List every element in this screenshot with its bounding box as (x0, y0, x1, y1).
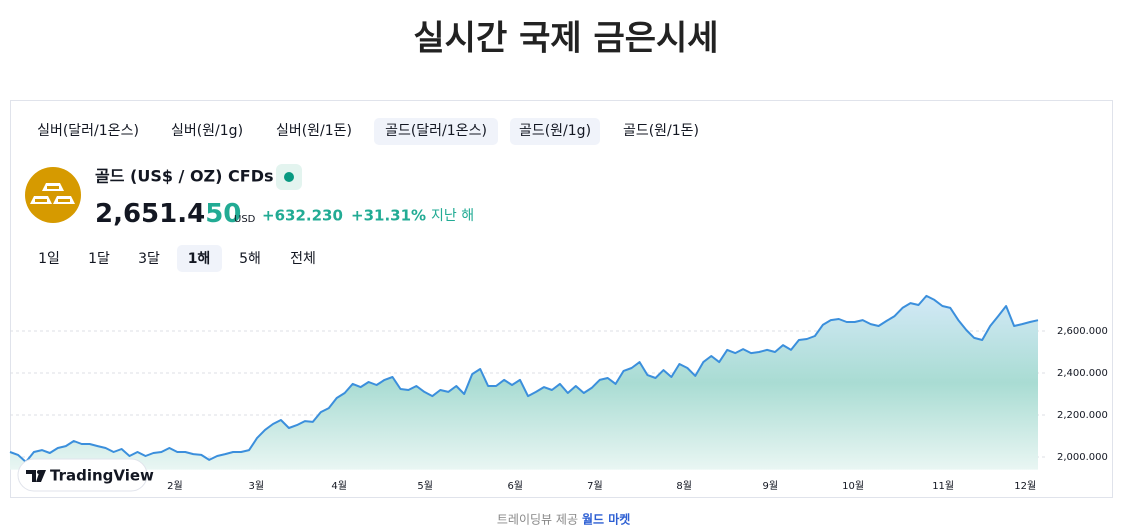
x-tick-label: 5월 (417, 480, 433, 492)
tab-active-bg (510, 118, 600, 145)
x-tick-label: 11월 (932, 480, 954, 492)
range-button[interactable]: 1일 (38, 251, 60, 267)
area (10, 295, 1038, 470)
x-tick-label: 9월 (762, 480, 778, 492)
tv-badge[interactable] (17, 458, 148, 492)
period: 지난 해 (431, 208, 474, 224)
page-title: 실시간 국제 금은시세 (413, 19, 718, 59)
range-button[interactable]: 5해 (239, 251, 261, 267)
y-tick-label: 2,200.000 (1057, 410, 1108, 421)
symbol-name: 골드 (US$ / OZ) CFDs (95, 167, 274, 186)
tab[interactable]: 골드(원/1g) (519, 123, 591, 139)
x-tick-label: 12월 (1014, 480, 1036, 492)
change-pct: +31.31% (351, 207, 426, 225)
price: 2,651.450 (95, 199, 241, 229)
tab[interactable]: 실버(원/1돈) (276, 123, 352, 139)
price-main: 2,651.4 (95, 199, 205, 229)
x-tick-label: 8월 (676, 480, 692, 492)
tab[interactable]: 실버(달러/1온스) (37, 123, 139, 139)
x-tick-label: 10월 (842, 480, 864, 492)
y-tick-label: 2,000.000 (1057, 452, 1108, 463)
tv-logo (26, 470, 46, 482)
range-button[interactable]: 3달 (138, 251, 160, 267)
x-tick-label: 7월 (587, 480, 603, 492)
price-line (9, 294, 1039, 463)
tab[interactable]: 실버(원/1g) (171, 123, 243, 139)
x-tick-label: 2월 (167, 480, 183, 492)
footer-link[interactable]: 월드 마켓 (582, 512, 630, 527)
currency: USD (234, 214, 256, 225)
change: +632.230 (262, 207, 343, 225)
range-button[interactable]: 1달 (88, 251, 110, 267)
tv-label: TradingView (50, 467, 154, 485)
y-tick-label: 2,400.000 (1057, 368, 1108, 379)
tab-active-bg (374, 118, 498, 145)
y-tick-label: 2,600.000 (1057, 326, 1108, 337)
status-dot (284, 172, 294, 182)
range-button[interactable]: 전체 (290, 251, 316, 267)
range-button[interactable]: 1해 (188, 251, 211, 267)
tab[interactable]: 골드(달러/1온스) (385, 123, 487, 139)
gold-icon (25, 167, 81, 223)
price-tail: 50 (205, 199, 241, 229)
tab[interactable]: 골드(원/1돈) (623, 123, 699, 139)
range-active-bg (177, 245, 222, 272)
x-tick-label: 3월 (248, 480, 264, 492)
x-tick-label: 4월 (331, 480, 347, 492)
footer-credit: 트레이딩뷰 제공 (497, 513, 578, 527)
x-tick-label: 6월 (507, 480, 523, 492)
